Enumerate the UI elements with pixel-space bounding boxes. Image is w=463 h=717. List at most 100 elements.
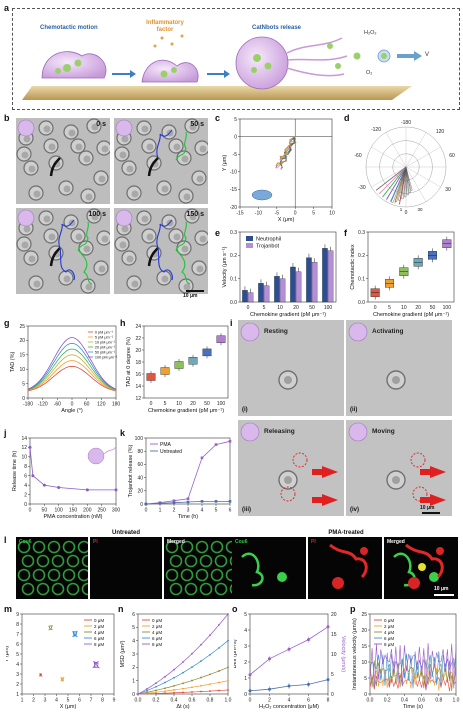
y-tick-label: 1 [244,676,247,682]
y-tick-label: 24 [135,324,141,330]
panel-label-b: b [4,113,10,123]
legend-label: 6 μM [152,636,162,641]
y-axis-label: Deff (μm²/s) [234,639,238,668]
legend-label: 8 μM [94,642,104,647]
cell-ring [81,554,88,568]
cell-ring [51,582,65,596]
y-tick-label: 2 [24,492,27,498]
frame-title: Resting [264,328,288,335]
frame-index: (iv) [350,507,359,513]
trajectory-black [147,157,159,177]
trojanbot-icon [348,322,368,342]
cell-core [98,265,106,273]
y-axis-label: Instantaneous velocity (μm/s) [352,618,358,690]
legend-label: Trojanbot [256,244,280,250]
cell-ring [195,568,209,582]
fluorescence-tile: Cou6 [16,537,88,599]
bar [311,262,318,303]
cell-core [161,275,169,283]
polar-wedge [394,166,407,203]
cell-ring [180,568,194,582]
x-axis-label: H₂O₂ concentration (μM) [259,704,319,710]
y-tick-label: 0.3 [230,230,237,236]
schematic-label-inflammatory: Inflammatory factor [146,20,184,33]
trojanbot-icon [17,209,35,227]
cell-core [392,476,400,484]
x-tick-label: 0.8 [207,698,214,704]
angle-label: -60 [354,153,361,159]
cell-core [101,235,109,243]
tad-line-chart-g: -180 -120 -60 0 60 120 180 0 5 10 15 20 25 Angle (°) T… [10,324,120,414]
y-tick-label: 3 [244,644,247,650]
series-line [249,679,329,692]
x-tick-label: 0.6 [418,698,425,704]
cell-core [91,213,99,221]
cell-core [75,143,83,151]
trajectories-chart-m: 1 2 3 4 5 6 7 8 9 1 2 3 4 5 6 7 8 9 X (μm) Y (μm) 0 μM2 μM4 … [6,612,116,710]
trajectory-line [92,661,101,669]
y-tick-label: 8 [24,464,27,470]
polar-spoke [405,146,441,168]
cell-ring [21,582,35,596]
box [188,357,198,365]
bar [242,290,248,303]
y-tick-label: 4 [24,483,27,489]
y-tick-label: 25 [361,612,367,618]
cell-core [43,125,51,133]
trajectory-blue-2 [59,247,75,281]
legend-swatch [246,243,253,248]
velocity-trace [369,651,457,689]
fluorescence-image [393,543,444,589]
y-tick-label: 5 [132,625,135,631]
x-tick-label: 6 [307,698,310,704]
fluorescence-image [165,540,236,596]
polar-vector [386,166,407,200]
cell-core [43,215,51,223]
tad-curve [27,342,117,390]
trojanbot-icon [115,209,133,227]
legend-label: 6 μM [384,636,394,641]
y-tick-label: 18 [135,360,141,366]
scale-label: 10 μm [183,293,198,299]
series-line [249,626,329,676]
channel-label: Merged [167,539,185,545]
chemotactic-index-box-f: 0.0 0.1 0.2 0.3 Chemokine gradient (pM μm⁻¹)… [350,230,455,318]
cell-ring [195,540,209,554]
angle-label: 30 [445,187,451,193]
cell-core [189,123,197,131]
untreated-title: Untreated [111,530,140,536]
fluorescence-tile: Merged [164,537,236,599]
cell-ring [169,554,183,568]
y-tick-label: 12 [21,445,27,451]
frame-texture [240,422,338,506]
red-stain [329,543,368,579]
x-tick-label: 2 [173,508,176,514]
y-tick-label: 20 [137,489,143,495]
tail-line [103,445,117,455]
y2-tick-label: 20 [331,612,337,618]
radial-label: 1 [400,207,403,212]
y-axis-label: Velocity (μm s⁻¹) [222,246,228,287]
polar-vector [378,166,407,195]
cell-core [63,185,71,193]
legend-label: 0 pM μm⁻¹ [95,331,114,335]
polar-spoke [405,132,427,168]
x-tick-label: 50 [309,305,315,311]
velocity-trace [369,659,457,692]
x-tick-label: 8 [101,698,104,704]
x-tick-label: 5 [263,305,266,311]
bar [279,278,286,303]
frame-texture [348,322,406,390]
frame-title: Moving [372,428,395,435]
polar-spoke [371,146,407,168]
x-tick-label: 150 [69,508,78,514]
cell-ring [32,568,46,582]
cell-ring [21,554,35,568]
schematic-label-release: CatNbots release [252,25,302,31]
angle-label: -30 [358,185,365,191]
x-tick-label: 1.0 [453,698,460,704]
y-tick-label: 9 [16,612,19,618]
cell-core [196,175,204,183]
cell-core [33,280,41,288]
